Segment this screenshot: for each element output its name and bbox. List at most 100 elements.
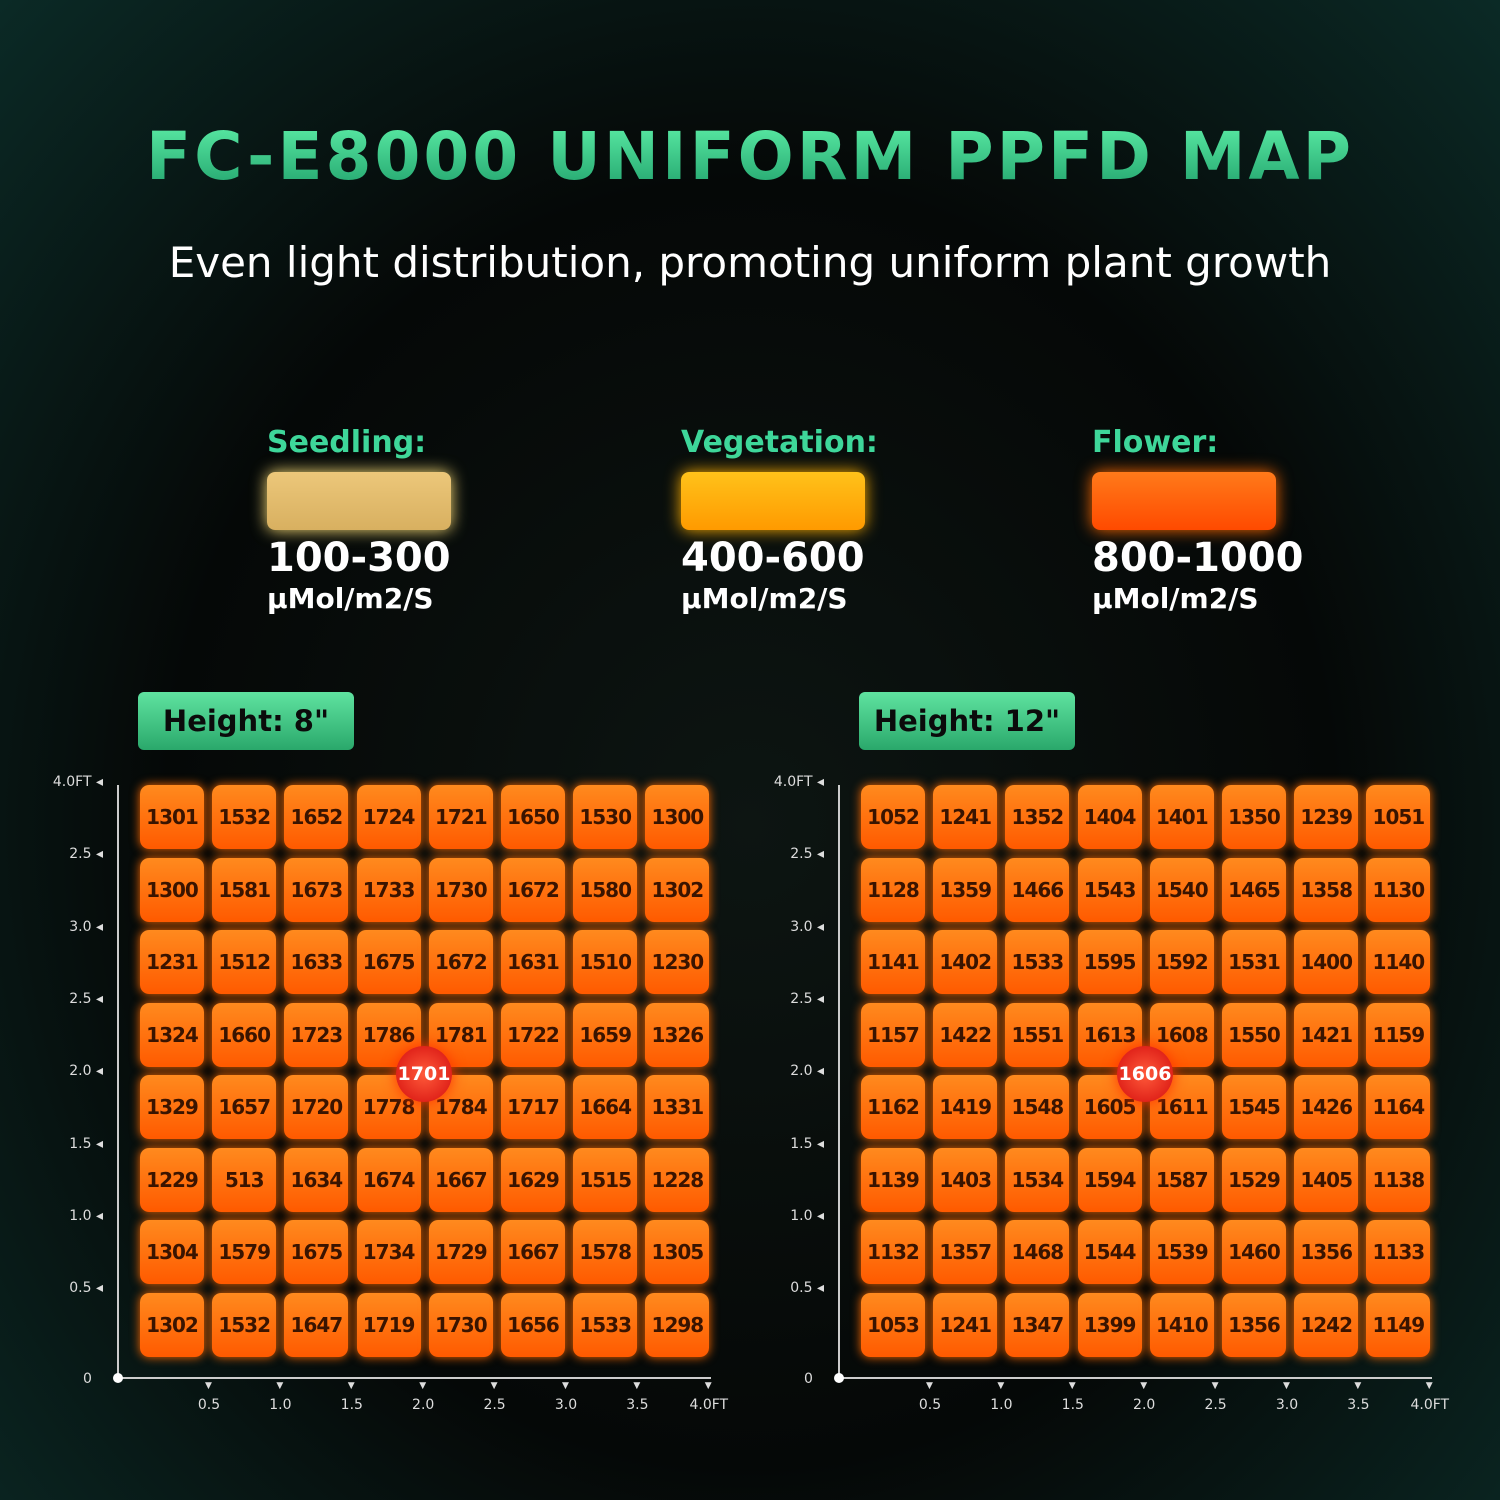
ppfd-cell: 1356 xyxy=(1294,1220,1359,1284)
ppfd-cell: 1400 xyxy=(1294,930,1359,994)
y-tick-label: 0.5 ◂ xyxy=(790,1280,824,1297)
x-tick-mark: ▼ xyxy=(1425,1381,1433,1391)
center-average: 1606 xyxy=(1117,1046,1173,1102)
ppfd-cell: 1530 xyxy=(573,785,638,849)
ppfd-cell: 1548 xyxy=(1005,1075,1070,1139)
ppfd-cell: 1543 xyxy=(1077,857,1142,922)
ppfd-cell: 1631 xyxy=(501,930,565,994)
ppfd-cell: 1141 xyxy=(861,930,925,994)
ppfd-cell: 1359 xyxy=(933,857,998,922)
ppfd-cell: 1356 xyxy=(1222,1292,1286,1357)
x-tick-mark: ▼ xyxy=(1068,1381,1076,1391)
legend-swatch xyxy=(1092,472,1276,530)
ppfd-cell: 1331 xyxy=(645,1075,710,1139)
ppfd-cell: 1587 xyxy=(1149,1147,1214,1212)
ppfd-cell: 1634 xyxy=(284,1147,349,1212)
ppfd-cell: 1324 xyxy=(140,1002,204,1067)
x-tick-label: 4.0FT xyxy=(689,1397,729,1413)
ppfd-cell: 1051 xyxy=(1366,785,1431,849)
ppfd-cell: 1724 xyxy=(356,785,421,849)
ppfd-cell: 1402 xyxy=(933,930,998,994)
ppfd-cell: 1544 xyxy=(1077,1220,1142,1284)
height-label: Height: 8" xyxy=(138,692,354,750)
ppfd-cell: 1719 xyxy=(356,1292,421,1357)
ppfd-cell: 1426 xyxy=(1294,1075,1359,1139)
legend-label: Flower: xyxy=(1092,425,1219,460)
y-tick-label: 4.0FT ◂ xyxy=(52,774,103,790)
ppfd-cell: 1510 xyxy=(573,930,638,994)
x-tick-label: 1.5 xyxy=(1061,1397,1084,1413)
ppfd-cell: 1229 xyxy=(140,1147,204,1212)
ppfd-cell: 1675 xyxy=(356,930,421,994)
y-tick-label: 2.5 ◂ xyxy=(790,990,824,1007)
x-tick-mark: ▼ xyxy=(1354,1381,1362,1391)
ppfd-cell: 1241 xyxy=(933,785,998,849)
ppfd-cell: 1149 xyxy=(1366,1292,1431,1357)
ppfd-cell: 1539 xyxy=(1149,1220,1214,1284)
ppfd-cell: 1534 xyxy=(1005,1147,1070,1212)
ppfd-cell: 1128 xyxy=(861,857,925,922)
y-tick-label: 4.0FT ◂ xyxy=(773,774,824,790)
ppfd-cell: 1660 xyxy=(212,1002,277,1067)
x-axis-line xyxy=(838,1377,1432,1379)
x-tick-label: 3.5 xyxy=(1347,1397,1370,1413)
ppfd-cell: 1139 xyxy=(861,1147,925,1212)
ppfd-cell: 1421 xyxy=(1294,1002,1359,1067)
height-label: Height: 12" xyxy=(859,692,1075,750)
ppfd-cell: 1465 xyxy=(1222,857,1286,922)
ppfd-cell: 1468 xyxy=(1005,1220,1070,1284)
ppfd-cell: 1347 xyxy=(1005,1292,1070,1357)
ppfd-cell: 1300 xyxy=(140,857,204,922)
y-tick-label: 1.0 ◂ xyxy=(790,1207,824,1224)
ppfd-cell: 1466 xyxy=(1005,857,1070,922)
ppfd-cell: 1717 xyxy=(501,1075,565,1139)
ppfd-cell: 1672 xyxy=(501,857,565,922)
legend-swatch xyxy=(681,472,865,530)
y-tick-label: 3.0 ◂ xyxy=(69,918,103,935)
ppfd-cell: 1672 xyxy=(428,930,493,994)
ppfd-cell: 1133 xyxy=(1366,1220,1431,1284)
ppfd-cell: 1422 xyxy=(933,1002,998,1067)
ppfd-cell: 1228 xyxy=(645,1147,710,1212)
ppfd-cell: 1664 xyxy=(573,1075,638,1139)
ppfd-cell: 1733 xyxy=(356,857,421,922)
ppfd-cell: 1532 xyxy=(212,1292,277,1357)
ppfd-cell: 1592 xyxy=(1149,930,1214,994)
x-tick-label: 4.0FT xyxy=(1410,1397,1450,1413)
y-tick-label: 1.5 ◂ xyxy=(790,1135,824,1152)
x-tick-mark: ▼ xyxy=(490,1381,498,1391)
ppfd-cell: 1357 xyxy=(933,1220,998,1284)
x-tick-label: 0.5 xyxy=(197,1397,221,1413)
ppfd-cell: 1358 xyxy=(1294,857,1359,922)
x-tick-label: 2.5 xyxy=(1204,1397,1227,1413)
legend-swatch xyxy=(267,472,451,530)
ppfd-cell: 1140 xyxy=(1366,930,1431,994)
ppfd-cell: 1656 xyxy=(501,1292,565,1357)
ppfd-cell: 1652 xyxy=(284,785,349,849)
ppfd-cell: 1410 xyxy=(1149,1292,1214,1357)
ppfd-cell: 1052 xyxy=(861,785,925,849)
ppfd-cell: 1053 xyxy=(861,1292,925,1357)
x-tick-label: 2.0 xyxy=(1133,1397,1156,1413)
ppfd-cell: 1533 xyxy=(573,1292,638,1357)
legend-range: 400-600 xyxy=(681,535,865,581)
ppfd-cell: 1130 xyxy=(1366,857,1431,922)
ppfd-cell: 1667 xyxy=(428,1147,493,1212)
y-tick-label: 2.5 ◂ xyxy=(69,990,103,1007)
ppfd-cell: 1657 xyxy=(212,1075,277,1139)
ppfd-cell: 1301 xyxy=(140,785,204,849)
ppfd-cell: 1730 xyxy=(428,1292,493,1357)
x-tick-mark: ▼ xyxy=(997,1381,1005,1391)
legend-unit: µMol/m2/S xyxy=(267,582,434,615)
ppfd-cell: 1540 xyxy=(1149,857,1214,922)
x-tick-mark: ▼ xyxy=(704,1381,712,1391)
center-average: 1701 xyxy=(396,1046,452,1102)
ppfd-cell: 1545 xyxy=(1222,1075,1286,1139)
ppfd-cell: 1786 xyxy=(356,1002,421,1067)
ppfd-cell: 1231 xyxy=(140,930,204,994)
x-tick-label: 1.5 xyxy=(340,1397,363,1413)
ppfd-cell: 1230 xyxy=(645,930,710,994)
x-tick-mark: ▼ xyxy=(347,1381,355,1391)
origin-dot xyxy=(834,1373,844,1383)
ppfd-cell: 1533 xyxy=(1005,930,1070,994)
